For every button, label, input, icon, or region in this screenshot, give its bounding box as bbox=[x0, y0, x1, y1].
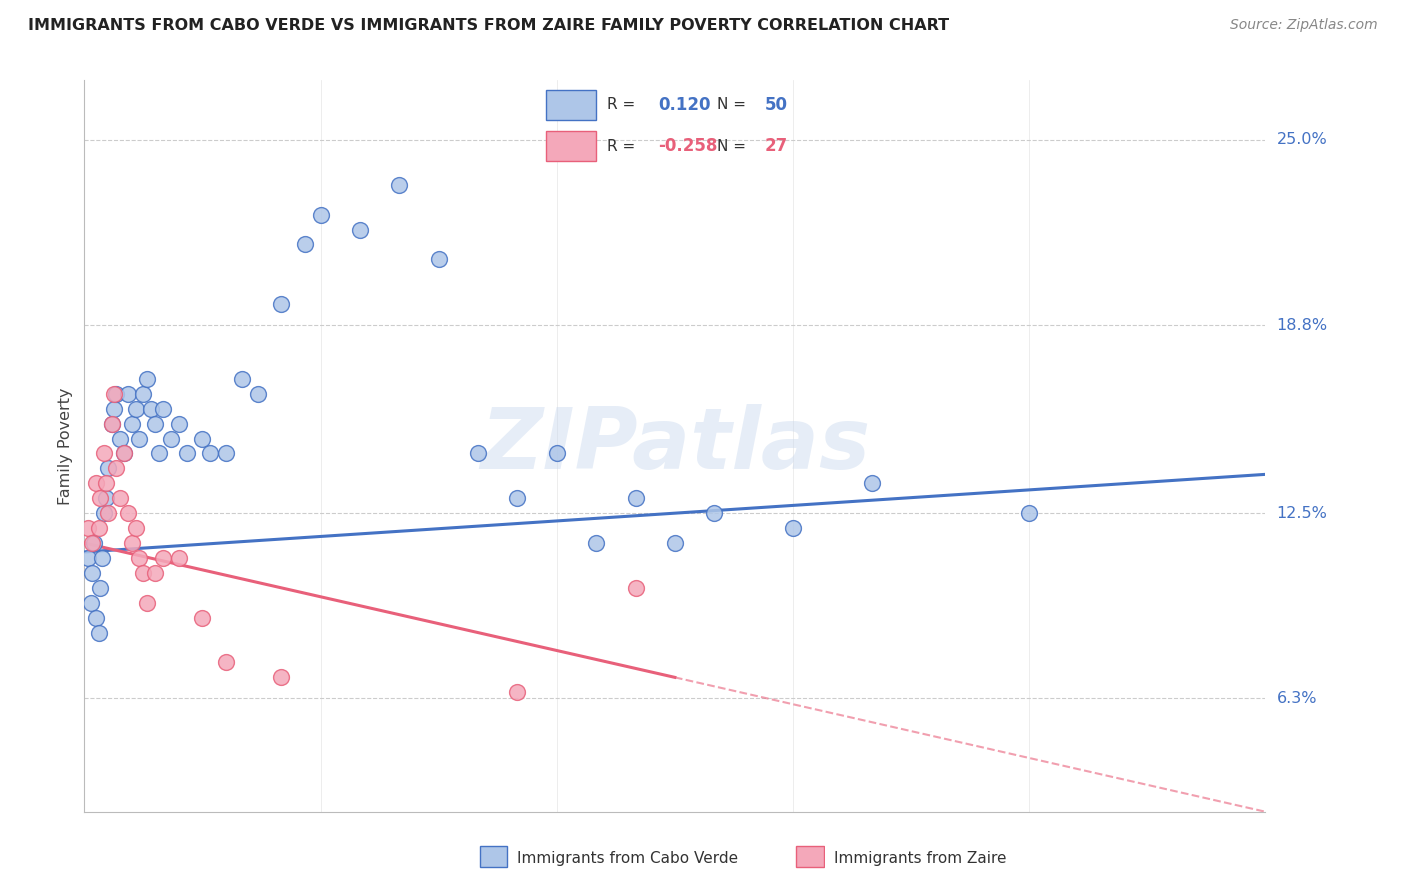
Text: R =: R = bbox=[607, 97, 636, 112]
Point bbox=[82, 566, 104, 580]
Point bbox=[152, 401, 174, 416]
Point bbox=[624, 491, 647, 506]
Point bbox=[77, 551, 100, 566]
Text: 25.0%: 25.0% bbox=[1277, 133, 1327, 147]
Point bbox=[231, 372, 253, 386]
Point bbox=[128, 432, 150, 446]
Point bbox=[97, 461, 120, 475]
Point bbox=[89, 491, 111, 506]
Point bbox=[143, 417, 166, 431]
Point bbox=[782, 521, 804, 535]
Point bbox=[546, 446, 568, 460]
Point bbox=[79, 596, 101, 610]
Text: -0.258: -0.258 bbox=[658, 137, 717, 155]
Point bbox=[96, 491, 118, 506]
Point bbox=[124, 521, 146, 535]
Text: 50: 50 bbox=[765, 95, 787, 114]
Text: ZIPatlas: ZIPatlas bbox=[479, 404, 870, 488]
Point bbox=[103, 386, 125, 401]
Point bbox=[141, 401, 163, 416]
Point bbox=[103, 401, 125, 416]
Point bbox=[121, 536, 143, 550]
Point bbox=[132, 386, 155, 401]
Point bbox=[132, 566, 155, 580]
Text: IMMIGRANTS FROM CABO VERDE VS IMMIGRANTS FROM ZAIRE FAMILY POVERTY CORRELATION C: IMMIGRANTS FROM CABO VERDE VS IMMIGRANTS… bbox=[28, 18, 949, 33]
Text: 12.5%: 12.5% bbox=[1277, 506, 1327, 521]
Text: Source: ZipAtlas.com: Source: ZipAtlas.com bbox=[1230, 18, 1378, 32]
Point bbox=[108, 491, 131, 506]
Point bbox=[152, 551, 174, 566]
Bar bbox=[546, 131, 596, 161]
Point bbox=[506, 491, 529, 506]
Point bbox=[585, 536, 607, 550]
Point bbox=[87, 625, 110, 640]
Point bbox=[1018, 506, 1040, 520]
Point bbox=[96, 476, 118, 491]
Point bbox=[89, 581, 111, 595]
Point bbox=[83, 536, 105, 550]
Point bbox=[215, 446, 238, 460]
Bar bbox=[479, 846, 508, 867]
Text: Immigrants from Zaire: Immigrants from Zaire bbox=[834, 851, 1007, 865]
Point bbox=[148, 446, 170, 460]
Point bbox=[136, 596, 159, 610]
Text: R =: R = bbox=[607, 138, 636, 153]
Point bbox=[270, 670, 292, 684]
Text: N =: N = bbox=[717, 138, 747, 153]
Point bbox=[84, 476, 107, 491]
Point bbox=[82, 536, 104, 550]
Text: N =: N = bbox=[717, 97, 747, 112]
Text: 18.8%: 18.8% bbox=[1277, 318, 1327, 333]
Y-axis label: Family Poverty: Family Poverty bbox=[58, 387, 73, 505]
Point bbox=[101, 417, 124, 431]
Text: Immigrants from Cabo Verde: Immigrants from Cabo Verde bbox=[517, 851, 738, 865]
Bar bbox=[546, 90, 596, 120]
Point bbox=[121, 417, 143, 431]
Point bbox=[427, 252, 450, 267]
Point bbox=[624, 581, 647, 595]
Point bbox=[191, 432, 214, 446]
Point bbox=[108, 432, 131, 446]
Point bbox=[104, 461, 127, 475]
Point bbox=[77, 521, 100, 535]
Point bbox=[506, 685, 529, 699]
Text: 6.3%: 6.3% bbox=[1277, 690, 1317, 706]
Point bbox=[349, 222, 371, 236]
Point bbox=[97, 506, 120, 520]
Point bbox=[388, 178, 411, 192]
Point bbox=[160, 432, 183, 446]
Point bbox=[112, 446, 135, 460]
Point bbox=[117, 386, 139, 401]
Point bbox=[101, 417, 124, 431]
Point bbox=[294, 237, 316, 252]
Point bbox=[860, 476, 883, 491]
Point bbox=[215, 656, 238, 670]
Point bbox=[93, 446, 115, 460]
Point bbox=[467, 446, 489, 460]
Point bbox=[104, 386, 127, 401]
Text: 27: 27 bbox=[765, 137, 789, 155]
Point bbox=[703, 506, 725, 520]
Point bbox=[128, 551, 150, 566]
Point bbox=[90, 551, 112, 566]
Point bbox=[191, 610, 214, 624]
Point bbox=[84, 610, 107, 624]
Text: 0.120: 0.120 bbox=[658, 95, 710, 114]
Point bbox=[200, 446, 222, 460]
Point bbox=[664, 536, 686, 550]
Point bbox=[246, 386, 269, 401]
Point bbox=[117, 506, 139, 520]
Point bbox=[93, 506, 115, 520]
Point bbox=[87, 521, 110, 535]
Bar bbox=[796, 846, 824, 867]
Point bbox=[167, 551, 190, 566]
Point bbox=[112, 446, 135, 460]
Point bbox=[124, 401, 146, 416]
Point bbox=[270, 297, 292, 311]
Point bbox=[143, 566, 166, 580]
Point bbox=[176, 446, 198, 460]
Point bbox=[136, 372, 159, 386]
Point bbox=[309, 208, 332, 222]
Point bbox=[167, 417, 190, 431]
